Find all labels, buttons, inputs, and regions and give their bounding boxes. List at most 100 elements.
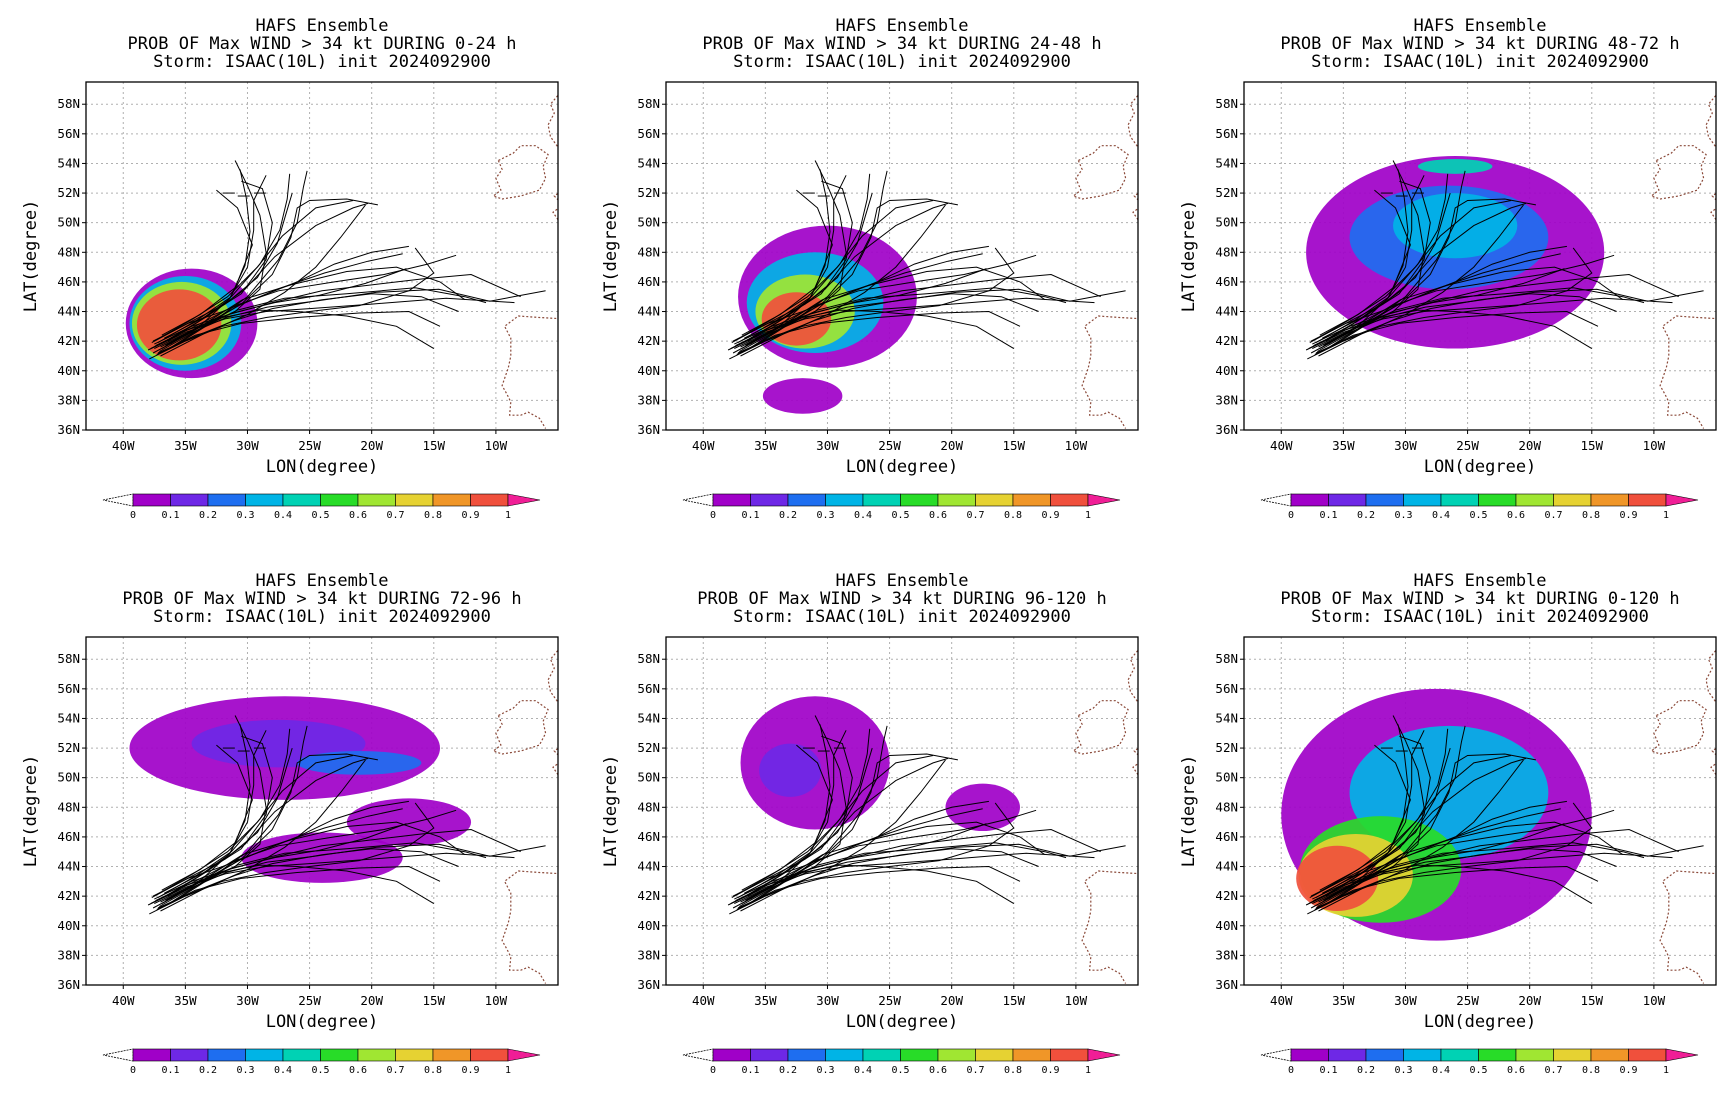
colorbar-label: 0.8 [1004,510,1022,521]
lat-tick-label: 56N [57,681,80,696]
ensemble-track [729,247,1015,360]
france-coast [1715,799,1716,801]
probability-region [945,783,1020,831]
colorbar-swatch [1012,493,1051,507]
lat-tick-label: 46N [57,274,80,289]
colorbar-label: 0.1 [741,1065,759,1076]
colorbar-label: 0.1 [1319,510,1337,521]
ensemble-track [1328,724,1409,900]
colorbar-swatch [1515,1048,1554,1062]
france-coast [557,244,558,246]
lat-tick-label: 50N [637,770,660,785]
colorbar-swatch [975,493,1014,507]
y-axis-title: LAT(degree) [21,200,41,313]
colorbar-swatch [1590,1048,1629,1062]
lon-tick-label: 20W [940,993,963,1008]
y-axis-title: LAT(degree) [601,755,621,868]
lat-tick-label: 40N [1215,363,1238,378]
colorbar-swatch [1290,493,1329,507]
colorbar-swatch [1590,493,1629,507]
lat-tick-label: 58N [1215,651,1238,666]
map-area [86,82,558,430]
ensemble-track [156,200,354,341]
lat-tick-label: 42N [1215,888,1238,903]
ensemble-track [1309,192,1451,344]
lat-tick-label: 56N [57,126,80,141]
ensemble-track [170,724,251,900]
colorbar-label: 0.4 [1432,1065,1450,1076]
lon-tick-label: 10W [485,438,508,453]
lon-tick-label: 10W [1065,438,1088,453]
colorbar-swatch [1328,493,1367,507]
lat-tick-label: 42N [57,888,80,903]
ensemble-track [744,735,853,894]
panel-probability-title: PROB OF Max WIND > 34 kt DURING 48-72 h [1280,34,1679,54]
colorbar-label: 0 [1288,510,1294,521]
colorbar-label: 0.2 [1357,510,1375,521]
lat-tick-label: 44N [57,304,80,319]
lon-tick-label: 30W [1394,993,1417,1008]
probability-region [297,751,422,775]
ensemble-track [736,310,1021,355]
probability-region [759,743,822,797]
colorbar-swatch [750,1048,789,1062]
map-area [666,637,1138,985]
ireland-coast [1650,700,1707,755]
colorbar-swatch [900,1048,939,1062]
ensemble-track [750,169,831,345]
lat-tick-label: 44N [1215,859,1238,874]
colorbar-swatch [787,1048,826,1062]
panel-storm-title: Storm: ISAAC(10L) init 2024092900 [1311,52,1649,72]
colorbar: 0 0.1 0.2 0.3 0.4 0.5 0.6 0.7 0.8 0.9 1 [102,1048,541,1076]
colorbar-under-triangle [682,1048,714,1062]
colorbar-swatch [1440,1048,1479,1062]
panel-ensemble-title: HAFS Ensemble [255,571,388,591]
colorbar-label: 0.1 [161,1065,179,1076]
colorbar-label: 0.3 [236,1065,254,1076]
colorbar-label: 0.7 [966,510,984,521]
france-coast [1715,244,1716,246]
map-frame [85,81,559,431]
lon-tick-label: 10W [1643,438,1666,453]
lat-tick-label: 52N [57,740,80,755]
faroe-coast [1689,594,1699,603]
lon-tick-label: 25W [878,438,901,453]
colorbar-label: 0.6 [349,1065,367,1076]
colorbar-label: 0 [710,1065,716,1076]
colorbar-label: 0.4 [274,1065,292,1076]
lat-tick-label: 56N [1215,681,1238,696]
colorbar-swatch [320,493,359,507]
lat-tick-label: 48N [57,244,80,259]
lat-tick-label: 40N [57,918,80,933]
ensemble-track [1323,821,1624,902]
colorbar-label: 0.2 [199,510,217,521]
colorbar-label: 0.7 [1544,1065,1562,1076]
lat-tick-label: 52N [637,740,660,755]
ireland-coast [1072,700,1129,755]
y-axis-title: LAT(degree) [1179,755,1199,868]
lat-tick-label: 46N [1215,274,1238,289]
colorbar-label: 0.5 [311,1065,329,1076]
colorbar-label: 0.6 [929,1065,947,1076]
colorbar-label: 0.3 [236,510,254,521]
map-area [666,82,1138,430]
ensemble-track [747,757,949,897]
lat-tick-label: 36N [637,422,660,437]
ensemble-track [1310,288,1704,354]
lon-tick-label: 40W [1270,993,1293,1008]
lon-tick-label: 40W [692,993,715,1008]
lon-tick-label: 15W [423,438,446,453]
lat-tick-label: 52N [1215,740,1238,755]
colorbar-label: 0.3 [816,1065,834,1076]
colorbar-swatch [1365,493,1404,507]
colorbar-swatch [1515,493,1554,507]
ensemble-track [732,843,1126,909]
x-axis-title: LON(degree) [1424,457,1537,477]
ensemble-track [736,865,1021,910]
iberia-coast [1081,870,1138,984]
lat-tick-label: 54N [57,155,80,170]
lat-tick-label: 44N [637,304,660,319]
probability-region [1417,159,1493,174]
colorbar-swatch [282,493,321,507]
